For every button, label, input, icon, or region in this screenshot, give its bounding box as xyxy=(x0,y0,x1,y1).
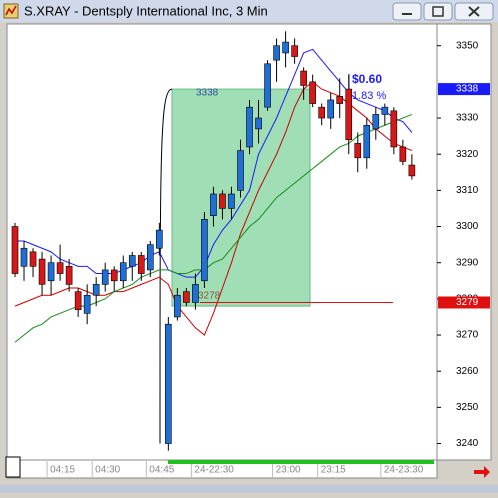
candle-body xyxy=(273,45,280,61)
candle-body xyxy=(363,124,371,159)
candle-body xyxy=(11,226,19,274)
candle-body xyxy=(345,88,353,141)
y-tick-label: 3350 xyxy=(456,40,479,51)
candle-body xyxy=(372,114,380,130)
candle-body xyxy=(399,146,407,162)
scroll-arrow[interactable] xyxy=(474,466,490,478)
price-axis xyxy=(436,23,492,461)
y-tick-label: 3290 xyxy=(456,257,479,268)
candle-body xyxy=(255,117,262,130)
candle-body xyxy=(101,269,109,285)
candle-body xyxy=(210,193,217,216)
y-tick-label: 3250 xyxy=(456,402,479,413)
x-tick-label: 04:30 xyxy=(95,465,120,476)
candle-body xyxy=(300,70,307,86)
y-tick-label: 3300 xyxy=(456,221,479,232)
candle-body xyxy=(174,294,181,318)
candle-body xyxy=(264,63,271,108)
change-pct-label: 1.83 % xyxy=(352,90,386,102)
candle-body xyxy=(336,96,344,104)
x-tick-label: 04:15 xyxy=(50,465,75,476)
candle-body xyxy=(110,269,118,282)
candle-body xyxy=(119,262,127,282)
x-tick-label: 23:00 xyxy=(276,465,301,476)
change-label: $0.60 xyxy=(352,72,382,86)
y-tick-label: 3320 xyxy=(456,149,479,160)
candle-body xyxy=(20,247,28,267)
candle-body xyxy=(137,255,145,274)
candle-body xyxy=(147,244,154,271)
candle-body xyxy=(309,81,316,104)
y-tick-label: 3310 xyxy=(456,185,479,196)
maximize-button[interactable] xyxy=(423,2,453,21)
x-tick-label: 24-22:30 xyxy=(194,465,234,476)
scroll-track xyxy=(168,460,434,464)
minimize-button[interactable] xyxy=(392,2,422,21)
x-tick-label: 24-23:30 xyxy=(384,465,424,476)
y-tick-label: 3330 xyxy=(456,113,479,124)
candle-body xyxy=(65,266,73,285)
candle-body xyxy=(47,262,55,282)
y-tick-label: 3270 xyxy=(456,330,479,341)
window-icon-graph xyxy=(5,5,17,16)
price-marker-label: 3338 xyxy=(456,84,479,95)
candle-body xyxy=(201,219,208,282)
candle-body xyxy=(228,193,235,209)
candle-body xyxy=(282,41,289,54)
x-tick-label: 23:15 xyxy=(321,465,346,476)
candle-body xyxy=(92,284,100,296)
candle-body xyxy=(327,99,335,119)
price-marker xyxy=(438,83,490,96)
title-bar xyxy=(0,0,498,22)
candle-body xyxy=(291,45,298,57)
candle-body xyxy=(165,323,172,444)
candle-body xyxy=(183,291,190,303)
window-title: S.XRAY - Dentsply International Inc, 3 M… xyxy=(24,3,268,18)
candle-body xyxy=(237,150,244,191)
candle-body xyxy=(381,106,389,115)
scroll-handle[interactable] xyxy=(5,456,21,478)
candle-body xyxy=(38,258,46,285)
candle-body xyxy=(83,294,91,314)
candle-body xyxy=(74,291,82,311)
candle-body xyxy=(192,284,199,303)
candle-body xyxy=(128,255,136,267)
maximize-icon xyxy=(432,6,444,17)
candle-body xyxy=(354,143,362,159)
candle-body xyxy=(390,110,398,148)
range-connector xyxy=(159,88,173,444)
candle-body xyxy=(156,229,163,249)
status-bar xyxy=(0,485,498,493)
candle-body xyxy=(29,251,37,267)
close-icon xyxy=(468,6,480,17)
candle-body xyxy=(408,164,416,177)
candle-body xyxy=(318,106,325,119)
y-tick-label: 3260 xyxy=(456,366,479,377)
range-high-label: 3338 xyxy=(196,88,219,99)
price-marker-label: 3279 xyxy=(456,297,479,308)
price-marker xyxy=(438,296,490,309)
y-tick-label: 3240 xyxy=(456,438,479,449)
candle-body xyxy=(56,262,64,274)
x-tick-label: 04:45 xyxy=(149,465,174,476)
range-low-label: 3278 xyxy=(198,291,221,302)
candle-body xyxy=(219,193,226,209)
candle-body xyxy=(246,106,253,148)
